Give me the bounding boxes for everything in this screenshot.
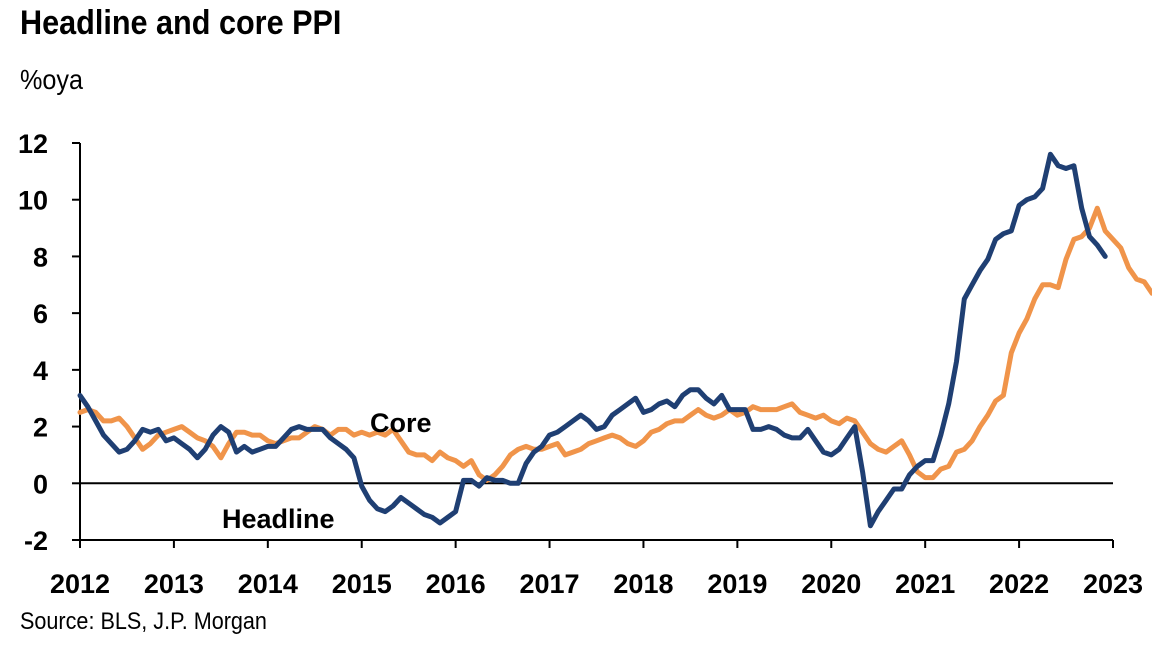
chart-source: Source: BLS, J.P. Morgan — [20, 608, 267, 635]
y-tick-label: 12 — [18, 129, 48, 159]
chart-title: Headline and core PPI — [20, 4, 342, 42]
x-tick-label: 2015 — [332, 569, 392, 599]
y-tick-label: 8 — [33, 242, 48, 272]
x-tick-label: 2018 — [613, 569, 673, 599]
axes-layer: -2 0 2 4 6 8 10 12 2012 2013 2014 2015 2016 2017 2018 2… — [18, 129, 1143, 599]
x-tick-label: 2022 — [989, 569, 1049, 599]
x-tick-label: 2013 — [144, 569, 204, 599]
core-series-line — [77, 205, 1152, 483]
y-tick-label: 2 — [33, 413, 48, 443]
x-tick-label: 2023 — [1083, 569, 1143, 599]
x-tick-label: 2017 — [520, 569, 580, 599]
x-tick-label: 2014 — [238, 569, 298, 599]
x-tick-label: 2012 — [50, 569, 110, 599]
y-tick-label: 6 — [33, 299, 48, 329]
chart-subtitle: %oya — [20, 64, 84, 95]
chart-labels: Core Headline — [222, 408, 432, 534]
y-tick-label: 10 — [18, 186, 48, 216]
x-tick-label: 2019 — [707, 569, 767, 599]
headline-series-line — [77, 151, 1108, 529]
y-tick-label: 0 — [33, 469, 48, 499]
headline-series-label: Headline — [222, 504, 335, 534]
y-tick-label: 4 — [33, 356, 48, 386]
core-series-label: Core — [370, 408, 432, 438]
x-tick-label: 2020 — [801, 569, 861, 599]
y-tick-label: -2 — [24, 526, 48, 556]
x-tick-label: 2016 — [426, 569, 486, 599]
series-lines — [77, 151, 1152, 529]
x-tick-label: 2021 — [895, 569, 955, 599]
